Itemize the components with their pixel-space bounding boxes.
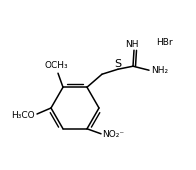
- Text: H₃CO: H₃CO: [11, 110, 35, 120]
- Text: NH₂: NH₂: [152, 66, 169, 75]
- Text: NO₂⁻: NO₂⁻: [102, 130, 124, 139]
- Text: HBr: HBr: [156, 38, 172, 47]
- Text: NH: NH: [125, 40, 139, 49]
- Text: S: S: [114, 59, 122, 69]
- Text: OCH₃: OCH₃: [44, 61, 68, 70]
